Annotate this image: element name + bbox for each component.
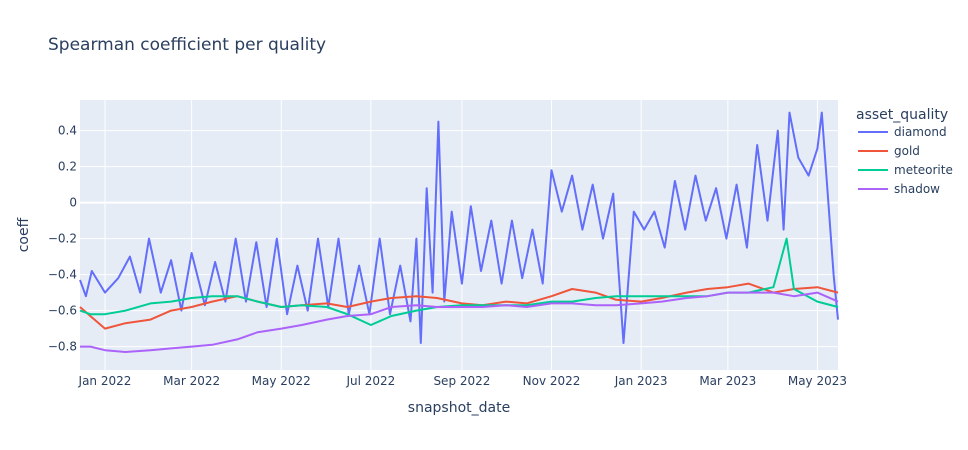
y-tick-label: −0.8	[48, 340, 77, 354]
legend-item-gold[interactable]: gold	[858, 144, 920, 158]
y-axis-title: coeff	[16, 217, 32, 252]
y-tick-label: −0.2	[48, 232, 77, 246]
y-tick-label: −0.6	[48, 304, 77, 318]
y-tick-label: 0	[69, 196, 77, 210]
series-shadow-line	[80, 291, 839, 353]
x-tick-label: Jul 2022	[345, 374, 395, 388]
legend-label: gold	[894, 144, 920, 158]
legend-label: shadow	[894, 182, 940, 196]
x-tick-label: Mar 2023	[699, 374, 756, 388]
x-tick-label: Jan 2022	[78, 374, 132, 388]
y-tick-label: 0.4	[58, 124, 77, 138]
x-tick-label: Mar 2022	[163, 374, 220, 388]
series-gold-line	[79, 282, 839, 330]
legend-label: meteorite	[894, 163, 953, 177]
x-tick-label: Nov 2022	[523, 374, 581, 388]
legend-title: asset_quality	[856, 107, 948, 123]
x-tick-label: Jan 2023	[614, 374, 668, 388]
chart-title: Spearman coefficient per quality	[48, 35, 326, 55]
series-lines	[79, 111, 839, 353]
y-axis-ticks: 0.4 0.2 0 −0.2 −0.4 −0.6 −0.8	[48, 124, 77, 354]
legend: asset_quality diamond gold meteorite shadow	[856, 107, 953, 196]
legend-label: diamond	[894, 125, 947, 139]
x-axis-ticks: Jan 2022 Mar 2022 May 2022 Jul 2022 Sep 2022…	[78, 374, 847, 388]
legend-item-meteorite[interactable]: meteorite	[858, 163, 953, 177]
plot-area	[80, 100, 838, 370]
x-tick-label: May 2022	[252, 374, 311, 388]
x-axis-title: snapshot_date	[408, 400, 510, 416]
x-tick-label: Sep 2022	[433, 374, 490, 388]
legend-item-shadow[interactable]: shadow	[858, 182, 940, 196]
legend-item-diamond[interactable]: diamond	[858, 125, 947, 139]
y-tick-label: −0.4	[48, 268, 77, 282]
series-diamond-line	[79, 111, 839, 344]
y-tick-label: 0.2	[58, 160, 77, 174]
x-tick-label: May 2023	[788, 374, 847, 388]
